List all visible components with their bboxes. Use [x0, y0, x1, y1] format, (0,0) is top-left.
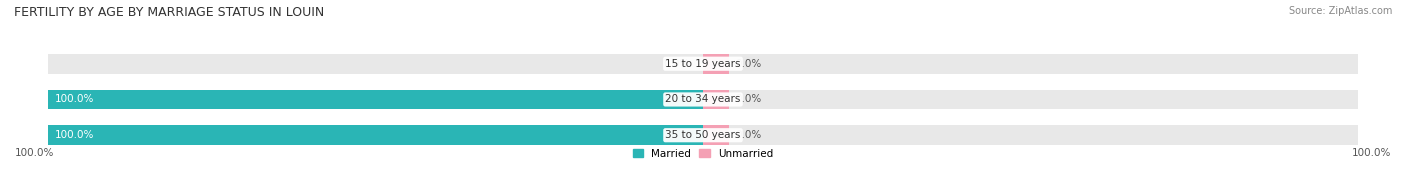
Text: 15 to 19 years: 15 to 19 years — [665, 59, 741, 69]
Bar — [48, 90, 703, 109]
Text: 0.0%: 0.0% — [735, 130, 762, 140]
Text: Source: ZipAtlas.com: Source: ZipAtlas.com — [1288, 6, 1392, 16]
Bar — [703, 125, 730, 145]
Bar — [48, 90, 703, 109]
Text: 100.0%: 100.0% — [55, 130, 94, 140]
Bar — [48, 125, 703, 145]
Text: 100.0%: 100.0% — [1351, 148, 1391, 158]
Bar — [703, 90, 1358, 109]
Bar — [703, 90, 730, 109]
Bar — [703, 125, 1358, 145]
Text: FERTILITY BY AGE BY MARRIAGE STATUS IN LOUIN: FERTILITY BY AGE BY MARRIAGE STATUS IN L… — [14, 6, 325, 19]
Text: 0.0%: 0.0% — [664, 59, 690, 69]
Bar — [703, 54, 730, 74]
Text: 100.0%: 100.0% — [15, 148, 55, 158]
Text: 35 to 50 years: 35 to 50 years — [665, 130, 741, 140]
Bar — [48, 125, 703, 145]
Text: 100.0%: 100.0% — [55, 94, 94, 104]
Text: 0.0%: 0.0% — [735, 59, 762, 69]
Bar — [48, 54, 703, 74]
Legend: Married, Unmarried: Married, Unmarried — [628, 144, 778, 163]
Text: 0.0%: 0.0% — [735, 94, 762, 104]
Text: 20 to 34 years: 20 to 34 years — [665, 94, 741, 104]
Bar — [703, 54, 1358, 74]
